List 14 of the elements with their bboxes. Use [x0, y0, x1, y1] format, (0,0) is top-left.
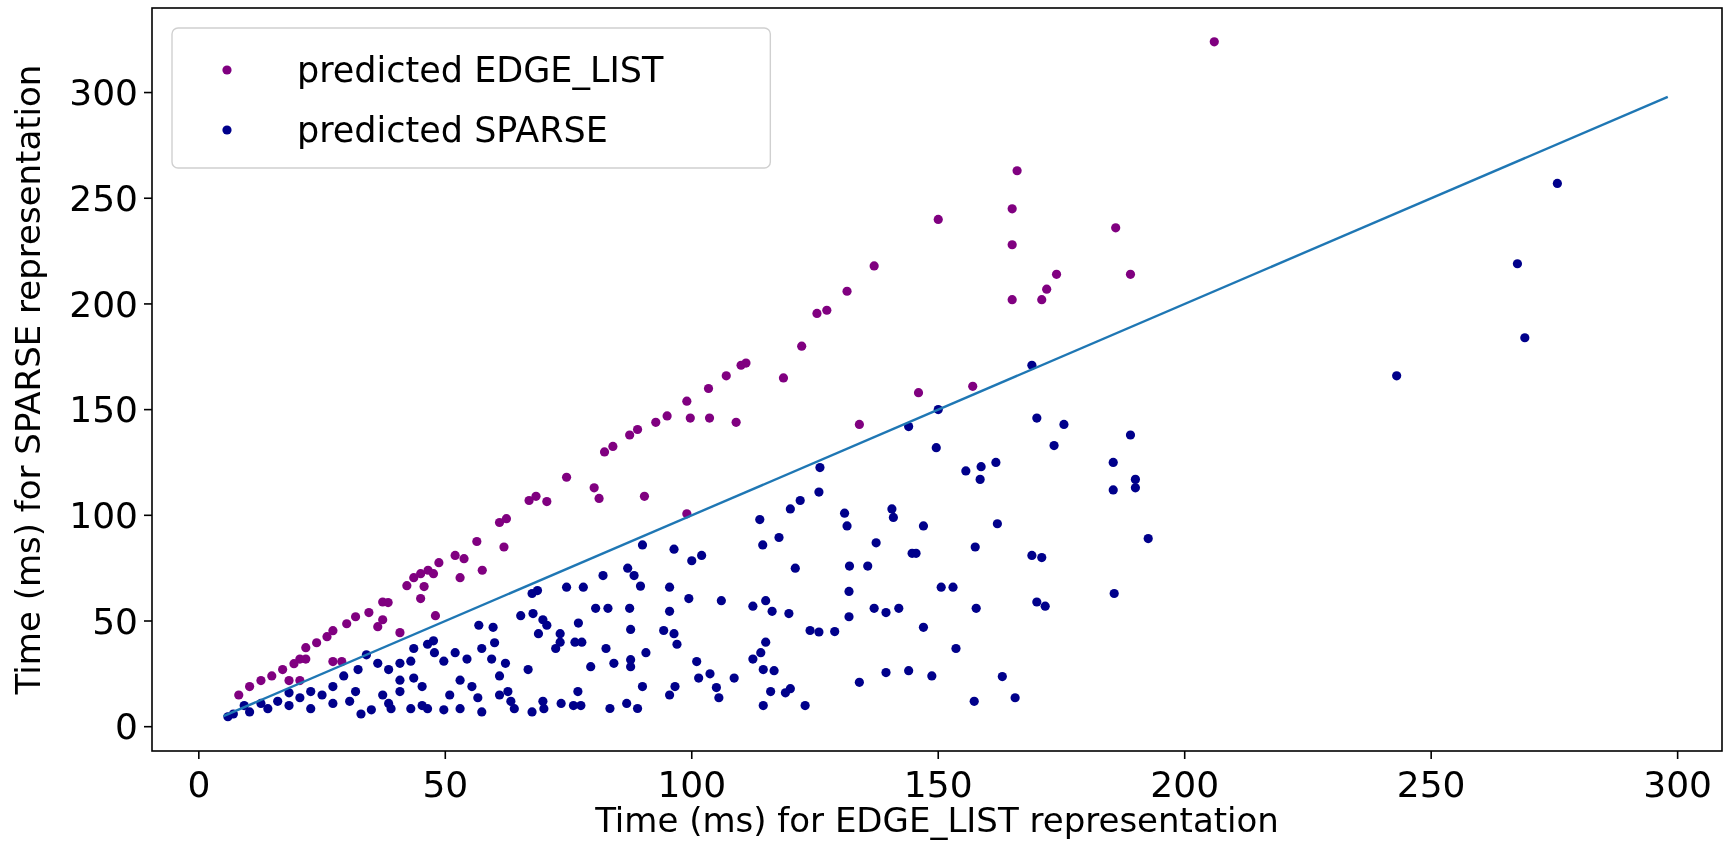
x-tick-label: 50: [422, 764, 469, 805]
legend-label: predicted SPARSE: [297, 110, 608, 151]
y-tick-label: 250: [69, 177, 138, 219]
y-tick-label: 200: [69, 283, 138, 325]
x-tick-label: 250: [1396, 764, 1466, 805]
y-axis-title: Time (ms) for SPARSE representation: [8, 64, 48, 696]
y-tick-label: 50: [92, 600, 138, 642]
x-tick-label: 300: [1643, 764, 1712, 805]
y-tick-label: 300: [69, 72, 138, 114]
x-tick-label: 0: [187, 764, 211, 805]
y-tick-label: 100: [69, 494, 138, 536]
y-tick-label: 0: [115, 706, 138, 748]
y-tick-label: 150: [69, 389, 138, 431]
legend-label: predicted EDGE_LIST: [297, 50, 664, 91]
